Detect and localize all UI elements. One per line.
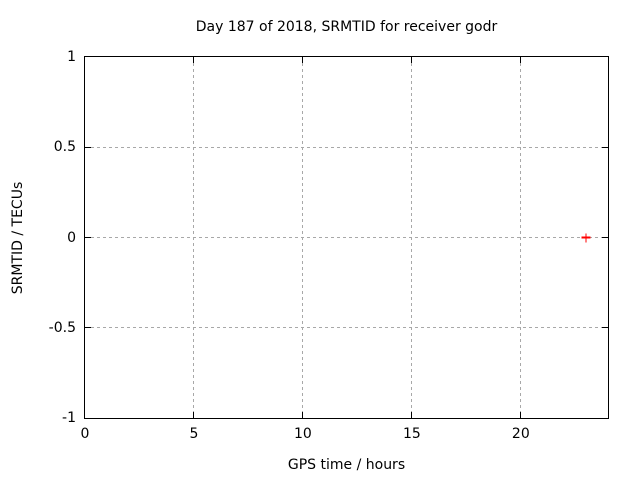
y-tick-mark-right bbox=[602, 237, 608, 238]
y-tick-mark-left bbox=[85, 327, 91, 329]
gridline-horizontal bbox=[85, 327, 608, 329]
gridline-horizontal bbox=[85, 146, 608, 148]
y-tick-label: -1 bbox=[62, 410, 76, 426]
y-tick-mark-right bbox=[602, 146, 608, 148]
x-axis-title: GPS time / hours bbox=[287, 457, 406, 473]
x-tick-label: 20 bbox=[511, 426, 530, 442]
data-point-marker bbox=[581, 233, 591, 242]
x-tick-mark-bottom bbox=[193, 412, 195, 418]
x-tick-mark-bottom bbox=[302, 412, 304, 418]
x-tick-mark-top bbox=[520, 57, 522, 63]
gridline-horizontal bbox=[85, 237, 608, 238]
y-tick-label: 0 bbox=[67, 229, 76, 246]
y-tick-label: 1 bbox=[67, 49, 76, 65]
y-tick-mark-right bbox=[602, 327, 608, 329]
x-tick-label: 5 bbox=[189, 426, 199, 442]
y-tick-label: -0.5 bbox=[48, 319, 76, 336]
x-tick-label: 15 bbox=[402, 426, 421, 442]
x-tick-label: 0 bbox=[80, 426, 90, 442]
x-tick-mark-top bbox=[302, 57, 304, 63]
x-tick-mark-bottom bbox=[520, 412, 522, 418]
y-tick-label: 0.5 bbox=[53, 139, 76, 156]
y-tick-mark-left bbox=[85, 237, 91, 238]
x-tick-mark-top bbox=[193, 57, 195, 63]
chart-title: Day 187 of 2018, SRMTID for receiver god… bbox=[195, 19, 498, 35]
y-tick-mark-left bbox=[85, 146, 91, 148]
x-tick-mark-top bbox=[411, 57, 413, 63]
marker-vertical-stroke bbox=[585, 233, 587, 242]
x-tick-label: 10 bbox=[293, 426, 312, 442]
x-tick-mark-bottom bbox=[411, 412, 413, 418]
plot-area bbox=[84, 56, 609, 419]
